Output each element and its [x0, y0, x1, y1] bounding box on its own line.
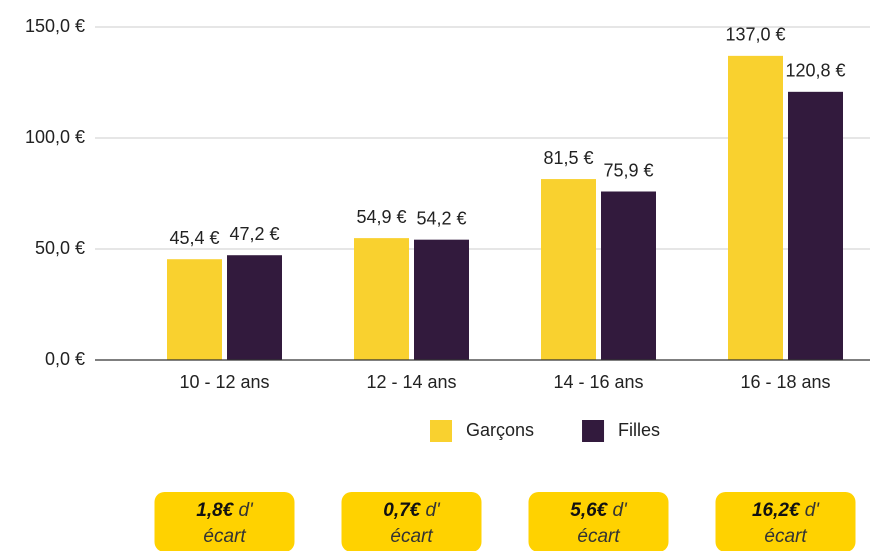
- gap-word: d': [233, 500, 254, 521]
- bar: [601, 191, 656, 360]
- gap-value: 5,6€: [570, 500, 608, 521]
- value-label: 45,4 €: [169, 228, 219, 248]
- gap-text: 16,2€ d': [752, 500, 820, 521]
- gap-text: 5,6€ d': [570, 500, 628, 521]
- gap-text: écart: [203, 526, 246, 547]
- value-label: 81,5 €: [543, 148, 593, 168]
- gap-box: [528, 492, 669, 551]
- bar: [414, 239, 469, 360]
- bar: [227, 255, 282, 360]
- gap-text: 1,8€ d': [196, 500, 254, 521]
- bar: [354, 238, 409, 360]
- y-tick-label: 150,0 €: [25, 16, 85, 36]
- gap-box: [715, 492, 856, 551]
- legend-swatch: [430, 420, 452, 442]
- legend-label: Filles: [618, 420, 660, 440]
- bar: [541, 179, 596, 360]
- gap-box: [154, 492, 295, 551]
- gap-word: d': [607, 500, 628, 521]
- value-label: 137,0 €: [725, 25, 785, 45]
- gap-value: 1,8€: [196, 500, 234, 521]
- gap-word: d': [800, 500, 821, 521]
- y-tick-label: 0,0 €: [45, 349, 85, 369]
- legend-label: Garçons: [466, 420, 534, 440]
- gap-text: écart: [390, 526, 433, 547]
- bar: [728, 55, 783, 361]
- value-label: 75,9 €: [603, 160, 653, 180]
- x-tick-label: 14 - 16 ans: [553, 372, 643, 392]
- value-label: 54,2 €: [416, 208, 466, 228]
- gap-text: 0,7€ d': [383, 500, 441, 521]
- value-label: 47,2 €: [229, 224, 279, 244]
- legend-swatch: [582, 420, 605, 442]
- bar: [167, 259, 222, 360]
- gap-box: [341, 492, 482, 551]
- x-tick-label: 16 - 18 ans: [740, 372, 830, 392]
- bar: [788, 91, 843, 360]
- gap-text: écart: [764, 526, 807, 547]
- gap-text: écart: [577, 526, 620, 547]
- gap-value: 0,7€: [383, 500, 421, 521]
- y-tick-label: 100,0 €: [25, 127, 85, 147]
- value-label: 54,9 €: [356, 207, 406, 227]
- gap-value: 16,2€: [752, 500, 801, 521]
- gap-word: d': [420, 500, 441, 521]
- x-tick-label: 10 - 12 ans: [179, 372, 269, 392]
- x-tick-label: 12 - 14 ans: [366, 372, 456, 392]
- y-tick-label: 50,0 €: [35, 238, 85, 258]
- value-label: 120,8 €: [785, 61, 845, 81]
